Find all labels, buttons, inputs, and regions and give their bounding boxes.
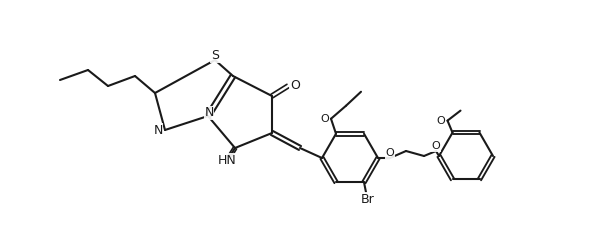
Text: Br: Br bbox=[361, 193, 375, 206]
Text: O: O bbox=[386, 148, 395, 158]
Text: O: O bbox=[321, 114, 329, 124]
Text: O: O bbox=[436, 116, 445, 126]
Text: O: O bbox=[290, 80, 300, 93]
Text: N: N bbox=[153, 124, 163, 136]
Text: S: S bbox=[211, 50, 219, 62]
Text: HN: HN bbox=[218, 154, 237, 166]
Text: N: N bbox=[204, 106, 214, 120]
Text: O: O bbox=[432, 141, 440, 151]
